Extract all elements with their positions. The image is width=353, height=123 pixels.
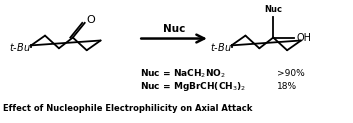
- Text: O: O: [87, 15, 95, 25]
- Text: Nuc: Nuc: [163, 24, 185, 34]
- Text: OH: OH: [296, 33, 311, 43]
- Text: >90%: >90%: [277, 69, 305, 78]
- Text: 18%: 18%: [277, 82, 297, 91]
- Text: Nuc = MgBrCH(CH$_3$)$_2$: Nuc = MgBrCH(CH$_3$)$_2$: [140, 80, 246, 93]
- Text: Nuc = NaCH$_2$NO$_2$: Nuc = NaCH$_2$NO$_2$: [140, 68, 226, 80]
- Text: $t$-Bu: $t$-Bu: [210, 41, 232, 53]
- Text: Effect of Nucleophile Electrophilicity on Axial Attack: Effect of Nucleophile Electrophilicity o…: [4, 104, 253, 113]
- Text: $t$-Bu: $t$-Bu: [9, 41, 31, 53]
- Text: Nuc: Nuc: [264, 5, 282, 14]
